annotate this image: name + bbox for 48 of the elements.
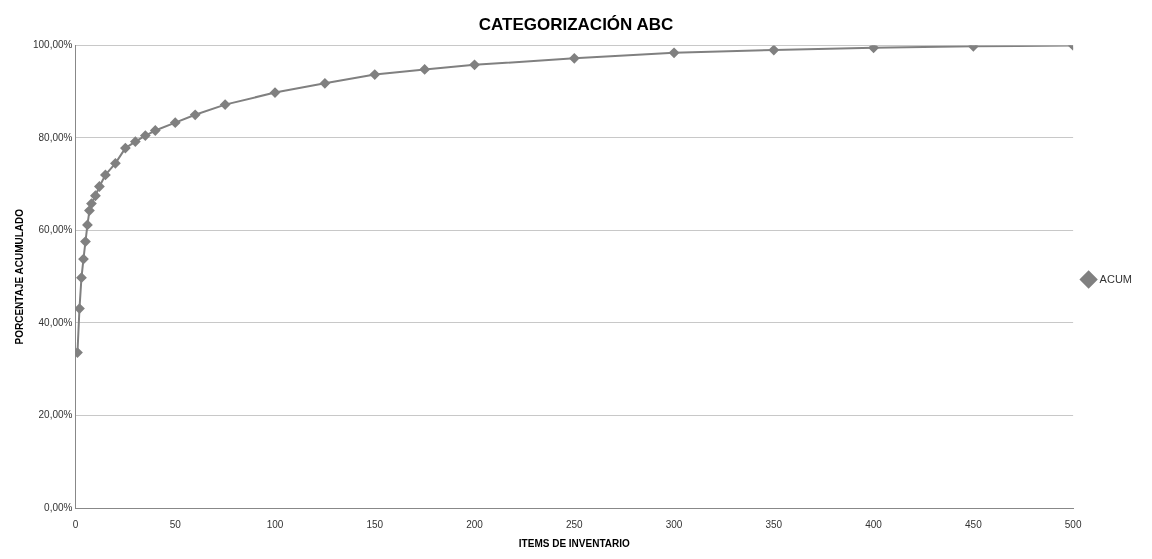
point — [170, 117, 181, 128]
point — [319, 78, 330, 89]
point — [86, 198, 97, 209]
point — [80, 236, 91, 247]
x-axis-title: ITEMS DE INVENTARIO — [518, 537, 630, 549]
point — [369, 69, 380, 80]
x-tick-label: 150 — [366, 518, 384, 530]
point — [419, 64, 430, 75]
y-tick-label: 100,00% — [32, 39, 73, 51]
x-tick-label: 0 — [72, 518, 79, 530]
legend-label: ACUM — [1099, 272, 1132, 285]
x-tick-label: 400 — [865, 518, 883, 530]
point — [94, 181, 105, 192]
x-tick-label: 250 — [565, 518, 584, 530]
y-tick-label: 80,00% — [38, 131, 73, 143]
point — [868, 45, 879, 53]
point — [110, 158, 121, 169]
x-tick-label: 300 — [665, 518, 683, 530]
y-tick-label: 40,00% — [38, 316, 73, 328]
x-tick-label: 500 — [1064, 518, 1082, 530]
point — [82, 219, 93, 230]
point — [220, 99, 231, 110]
point — [270, 87, 280, 98]
point — [130, 136, 141, 147]
point — [76, 272, 87, 283]
point — [768, 45, 779, 56]
y-tick-label: 0,00% — [44, 501, 73, 513]
chart-title: CATEGORIZACIÓN ABC — [478, 14, 674, 34]
point — [150, 125, 161, 136]
point — [469, 59, 480, 70]
y-axis-title: PORCENTAJE ACUMULADO — [13, 208, 25, 345]
point — [100, 169, 111, 180]
point — [90, 190, 101, 201]
x-tick-label: 100 — [266, 518, 284, 530]
x-tick-label: 350 — [765, 518, 783, 530]
point — [569, 53, 580, 64]
x-tick-label: 50 — [169, 518, 182, 530]
y-tick-label: 20,00% — [38, 409, 73, 421]
point — [84, 205, 95, 216]
x-tick-label: 200 — [466, 518, 484, 530]
point — [78, 254, 89, 265]
point — [120, 143, 131, 154]
point — [190, 109, 201, 120]
y-tick-label: 60,00% — [38, 224, 73, 236]
point — [75, 303, 85, 314]
point — [140, 130, 151, 141]
x-tick-label: 450 — [965, 518, 983, 530]
point — [669, 47, 680, 58]
